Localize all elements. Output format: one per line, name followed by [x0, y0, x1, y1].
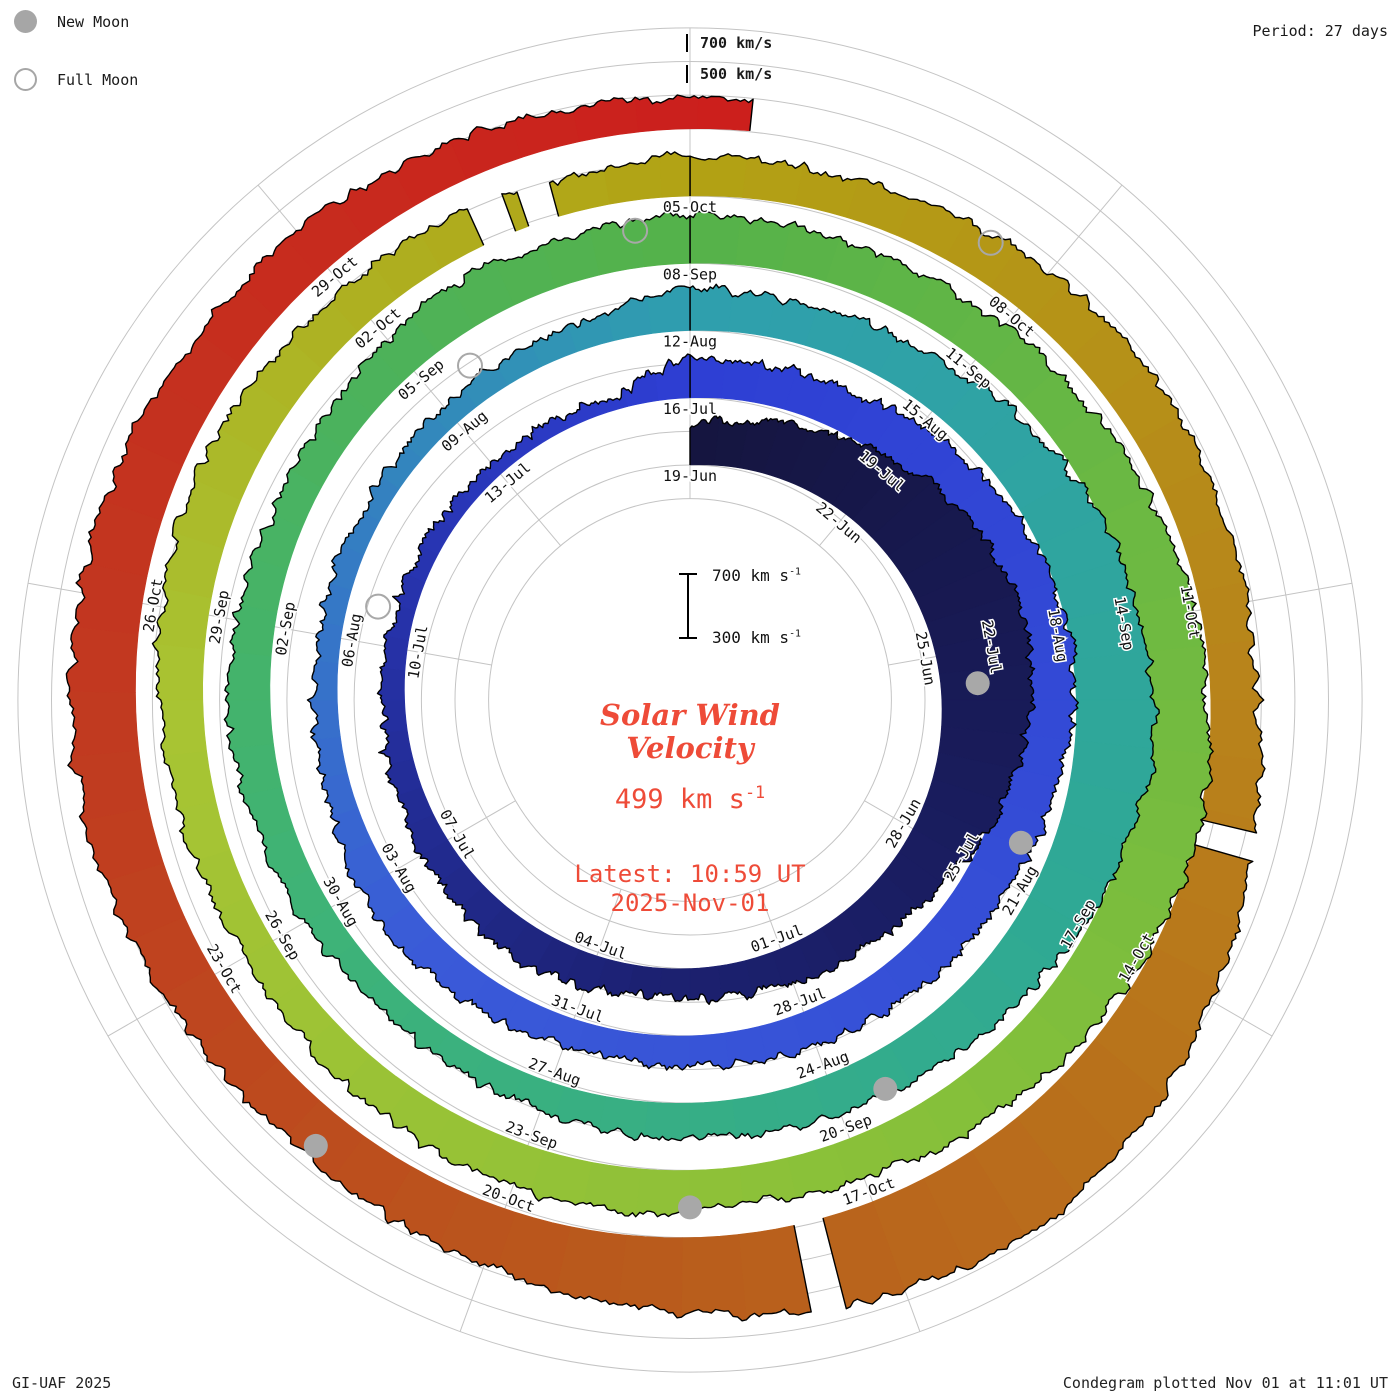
plotted-timestamp: Condegram plotted Nov 01 at 11:01 UT: [1062, 1374, 1388, 1392]
latest-time: Latest: 10:59 UT: [574, 860, 806, 888]
band-outline: [822, 843, 1254, 1310]
current-value: 499 km s-1: [614, 782, 766, 815]
band-rotation-5: [65, 94, 1266, 1322]
band-fill-segment: [1074, 699, 1160, 749]
date-label: 19-Jun: [663, 467, 717, 485]
period-label: Period: 27 days: [1252, 22, 1388, 40]
band-fill-segment: [549, 170, 611, 217]
full-moon-marker: [457, 352, 483, 379]
full-moon-icon: [14, 68, 37, 91]
new-moon-marker: [678, 1195, 702, 1220]
band-outline: [65, 94, 812, 1322]
band-fill-segment: [623, 369, 659, 407]
date-label: 12-Aug: [663, 333, 717, 351]
date-label: 05-Oct: [663, 198, 717, 216]
band-fill-segment: [229, 603, 278, 657]
band-outline: [376, 353, 1036, 1005]
band-outline: [548, 150, 691, 217]
band-fill-segment: [151, 643, 205, 701]
band-fill-segment: [501, 191, 530, 232]
band-fill-segment: [697, 95, 754, 132]
band-fill-segment: [593, 387, 628, 417]
band-fill-segment: [66, 690, 140, 757]
outer-scale-500: 500 km/s: [700, 65, 773, 83]
band-rotation-1: [376, 353, 1036, 1005]
band-fill-segment: [175, 800, 231, 860]
new-moon-marker: [303, 1133, 328, 1158]
band-fill-segment: [1196, 581, 1255, 647]
new-moon-icon: [14, 10, 37, 33]
band-fill-segment: [659, 151, 691, 198]
band-fill-segment: [731, 1091, 782, 1139]
band-fill-segment: [67, 749, 149, 821]
band-fill-segment: [589, 218, 645, 276]
moon-markers: [303, 217, 1033, 1220]
plot-title-line2: Velocity: [626, 731, 754, 765]
outer-scale-700: 700 km/s: [700, 34, 773, 52]
band-fill-segment: [307, 660, 339, 701]
band-fill-segment: [689, 283, 733, 332]
band-fill-segment: [681, 1234, 747, 1322]
band-fill-segment: [565, 402, 598, 429]
band-rotation-2: [306, 285, 1079, 1071]
scalebar-top-label: 700 km s-1: [712, 566, 801, 585]
band-fill-segment: [573, 96, 639, 143]
full-moon-marker: [365, 593, 392, 620]
legend-new-moon: New Moon: [14, 10, 129, 33]
band-fill-segment: [643, 1101, 691, 1141]
band-fill-segment: [163, 750, 217, 810]
band-fill-segment: [651, 1034, 691, 1071]
band-fill-segment: [689, 354, 727, 399]
spiral-bands: [65, 94, 1266, 1322]
new-moon-marker: [965, 671, 990, 696]
date-label: 08-Sep: [663, 265, 717, 283]
band-fill-segment: [377, 729, 414, 765]
band-fill-segment: [224, 651, 272, 701]
scale-bar: [679, 34, 697, 639]
full-moon-marker: [622, 217, 649, 244]
new-moon-marker: [1008, 830, 1033, 855]
band-fill-segment: [224, 699, 274, 749]
band-fill-segment: [160, 699, 207, 756]
band-fill-segment: [738, 1224, 812, 1321]
band-fill-segment: [689, 153, 748, 198]
band-fill-segment: [689, 211, 742, 265]
band-rotation-4: [151, 150, 1214, 1218]
band-fill-segment: [647, 285, 691, 334]
date-label: 16-Jul: [663, 400, 717, 418]
band-fill-segment: [607, 295, 652, 342]
scalebar-bottom-label: 300 km s-1: [712, 628, 801, 647]
band-fill-segment: [1072, 651, 1155, 701]
band-fill-segment: [567, 312, 614, 353]
legend-full-moon: Full Moon: [14, 68, 138, 91]
band-outline: [151, 208, 1214, 1218]
band-fill-segment: [242, 786, 295, 840]
latest-date: 2025-Nov-01: [610, 889, 770, 917]
full-moon-marker: [977, 229, 1004, 256]
new-moon-marker: [873, 1076, 898, 1101]
band-outline: [306, 285, 1079, 1071]
band-outline: [223, 210, 1160, 1142]
band-fill-segment: [655, 353, 691, 401]
band-outline: [689, 153, 1266, 834]
credit-label: GI-UAF 2025: [12, 1374, 112, 1392]
band-fill-segment: [582, 1161, 642, 1218]
full-moon-label: Full Moon: [57, 70, 139, 89]
plot-title-line1: Solar Wind: [600, 698, 780, 732]
new-moon-label: New Moon: [57, 12, 130, 31]
band-outline: [501, 191, 530, 232]
